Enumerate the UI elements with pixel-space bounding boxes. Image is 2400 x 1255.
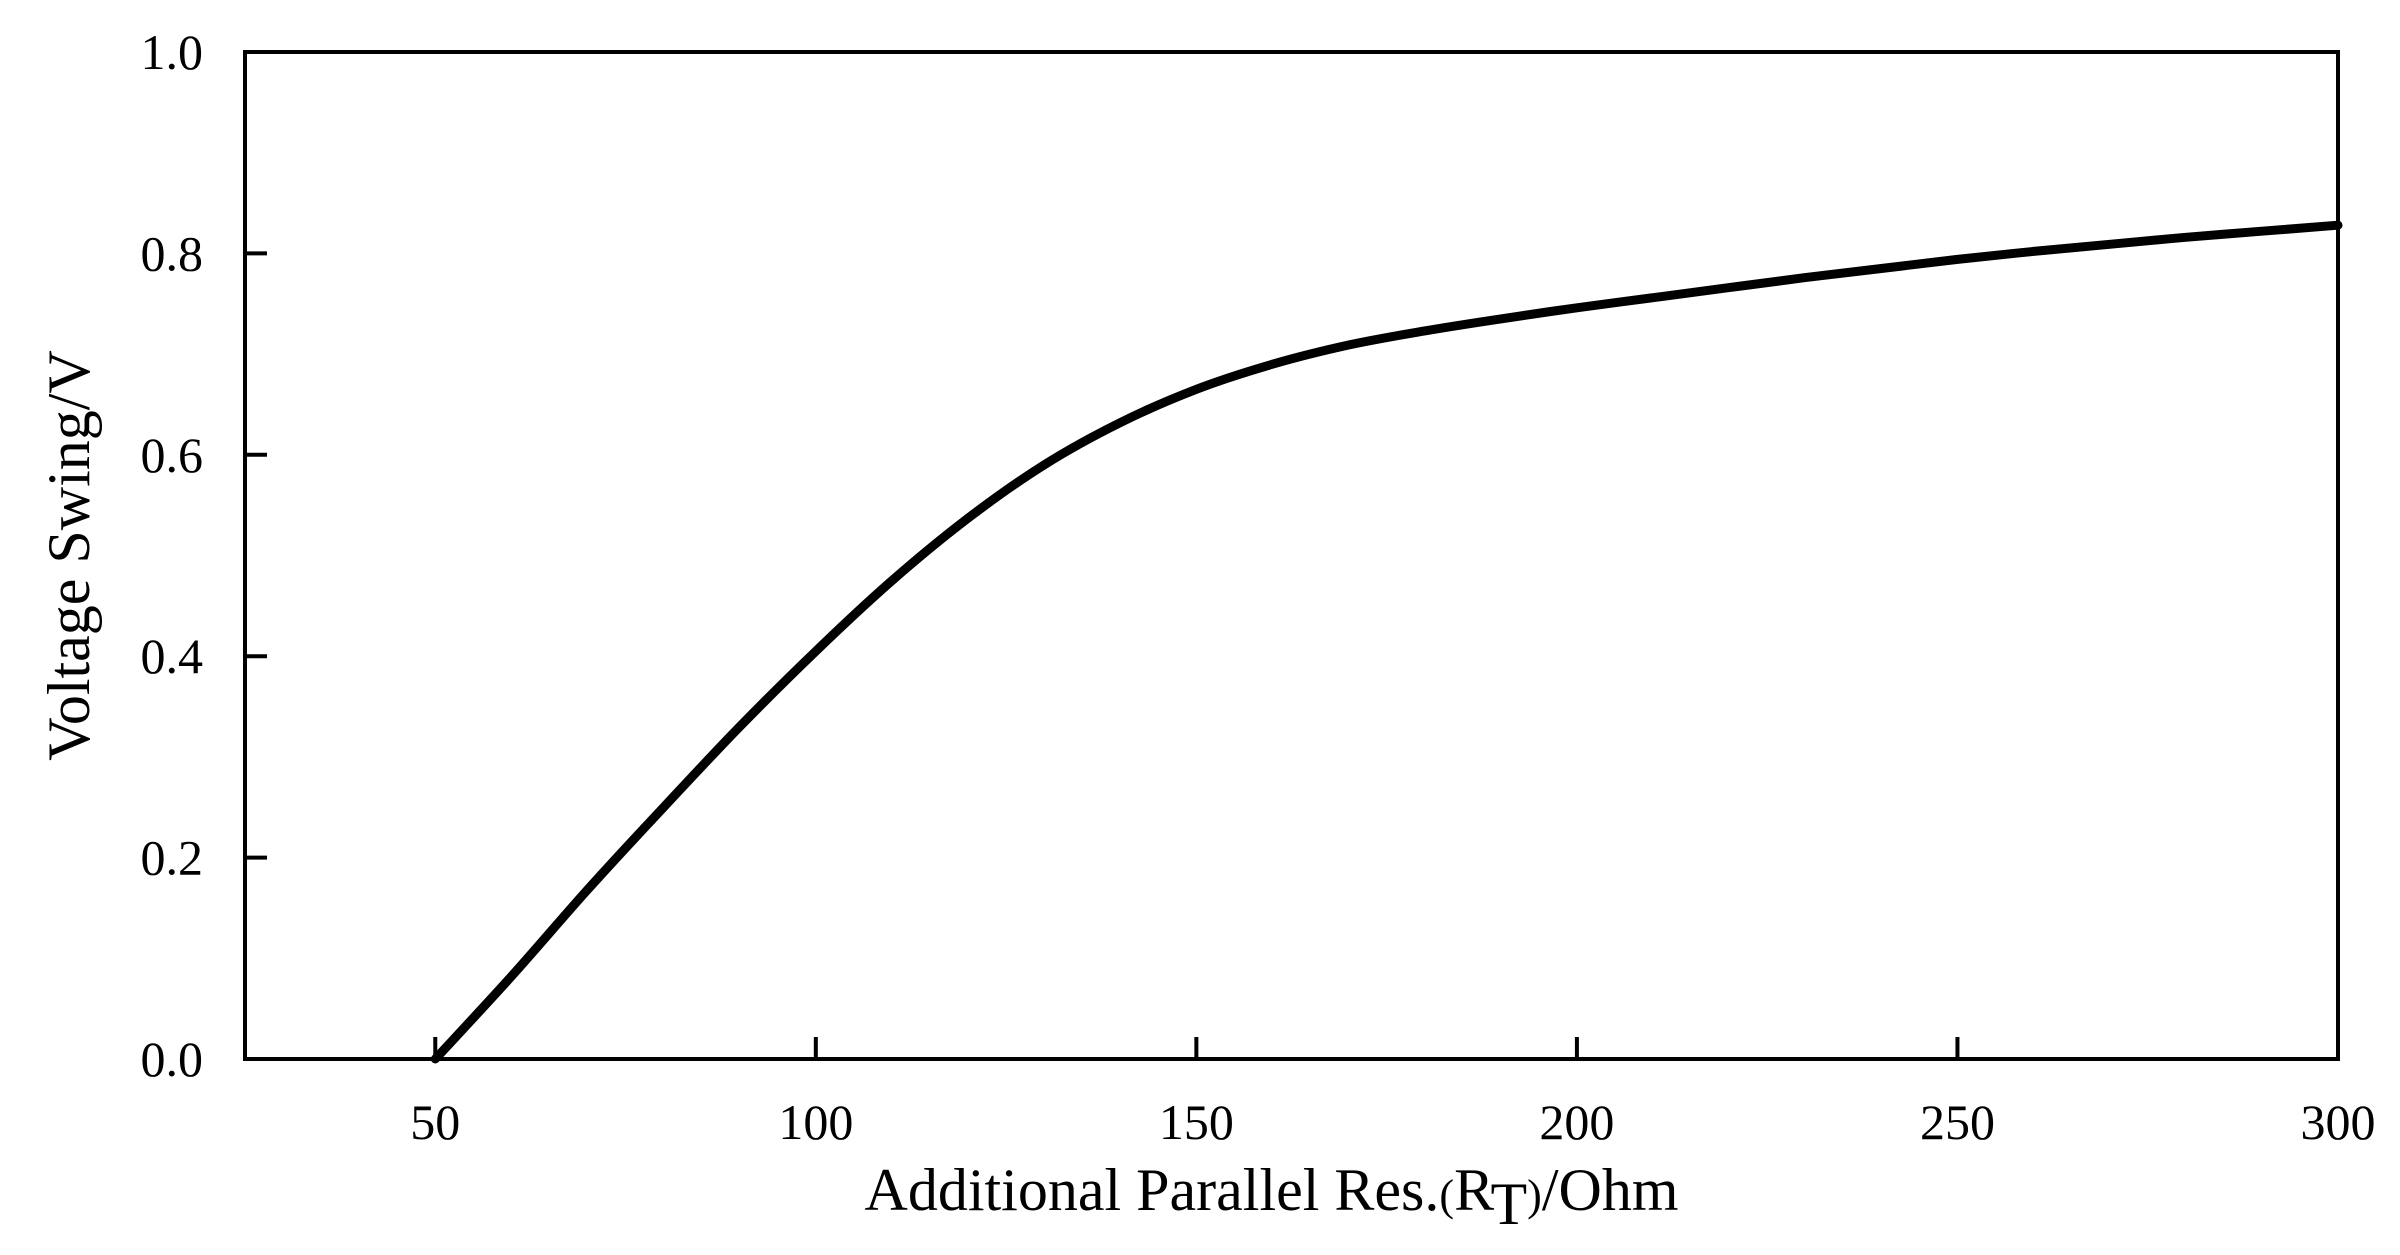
series-line-0 <box>430 220 2343 1064</box>
x-axis-title-paren-close: ) <box>1527 1171 1542 1220</box>
axis-ticks <box>245 50 2340 1061</box>
y-tick-label: 0.2 <box>141 830 204 886</box>
x-axis-title-subscript: T <box>1491 1171 1528 1237</box>
x-axis-title: Additional Parallel Res.(RT)/Ohm <box>865 1157 1679 1237</box>
x-axis-title-prefix: Additional Parallel Res. <box>865 1157 1440 1223</box>
y-tick-label: 0.0 <box>141 1031 204 1087</box>
y-axis-title: Voltage Swing/V <box>36 350 102 761</box>
tick-labels: 50 100 150 200 250 300 0.0 0.2 0.4 0.6 0.8 1.0 <box>141 24 2376 1150</box>
y-tick-label: 0.8 <box>141 225 204 281</box>
x-tick-label: 150 <box>1159 1094 1234 1150</box>
y-tick-label: 0.6 <box>141 427 204 483</box>
x-tick-label: 300 <box>2301 1094 2376 1150</box>
x-tick-label: 250 <box>1920 1094 1995 1150</box>
plot-frame <box>243 50 2340 1061</box>
x-tick-label: 100 <box>778 1094 853 1150</box>
x-tick-label: 200 <box>1539 1094 1614 1150</box>
y-tick-label: 1.0 <box>141 24 204 80</box>
x-axis-title-paren-open: ( <box>1439 1171 1454 1220</box>
y-tick-label: 0.4 <box>141 628 204 684</box>
x-axis-title-symbol: R <box>1454 1157 1494 1223</box>
x-tick-label: 50 <box>410 1094 460 1150</box>
series-layer <box>430 220 2343 1064</box>
x-axis-title-suffix: /Ohm <box>1542 1157 1679 1223</box>
